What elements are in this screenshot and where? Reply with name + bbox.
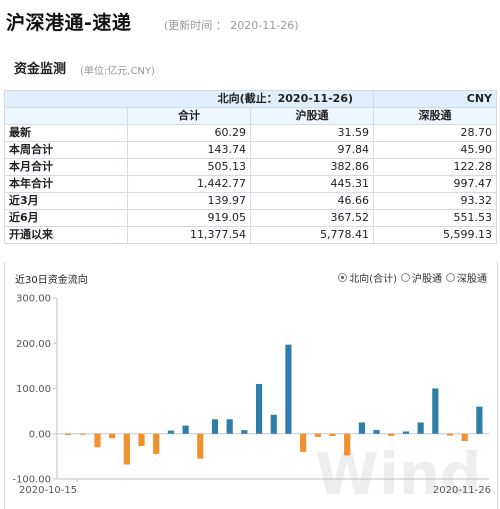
chart-legend: 北向(合计) 沪股通 深股通: [338, 270, 487, 285]
row-label: 本年合计: [4, 175, 128, 193]
table-row: 本周合计 143.74 97.84 45.90: [4, 141, 498, 159]
radio-checked-icon: [338, 273, 348, 282]
cell-sz: 45.90: [373, 141, 498, 159]
cell-sh: 382.86: [249, 158, 375, 176]
row-label: 最新: [4, 124, 128, 142]
table-row: 本月合计 505.13 382.86 122.28: [4, 158, 498, 176]
chart-bar: [358, 422, 365, 434]
table-row: 近6月 919.05 367.52 551.53: [4, 209, 498, 227]
cell-sh: 97.84: [249, 141, 375, 159]
table-currency: CNY: [373, 90, 498, 108]
chart-bar: [402, 431, 410, 434]
table-header-sz: 深股通: [373, 107, 498, 125]
cell-sh: 31.59: [249, 124, 375, 142]
chart-bar: [167, 430, 174, 434]
chart-bar: [373, 430, 380, 434]
section-title: 资金监测: [14, 62, 67, 77]
cell-total: 11,377.54: [127, 226, 251, 244]
table-row: 本年合计 1,442.77 445.31 997.47: [4, 175, 498, 193]
fund-monitor-table: 北向(截止：2020-11-26) CNY 合计 沪股通 深股通 最新 60.2…: [3, 90, 498, 244]
table-header-row: 合计 沪股通 深股通: [4, 107, 498, 125]
cell-sh: 445.31: [249, 175, 375, 193]
chart-bar: [197, 433, 204, 459]
radio-option-sh[interactable]: 沪股通: [401, 270, 442, 285]
cell-total: 919.05: [127, 209, 251, 227]
table-row: 开通以来 11,377.54 5,778.41 5,599.13: [4, 226, 498, 244]
updated-time: (更新时间 ： 2020-11-26): [164, 19, 299, 32]
table-caption: 北向(截止：2020-11-26): [3, 90, 375, 108]
cell-sz: 28.70: [373, 124, 498, 142]
cell-sz: 122.28: [373, 158, 498, 176]
radio-unchecked-icon: [401, 273, 410, 282]
x-tick-label: 2020-11-26: [433, 485, 491, 496]
chart-bar: [153, 433, 160, 455]
y-tick-label: 300.00: [16, 294, 51, 305]
cell-total: 143.74: [127, 141, 251, 159]
page-header: 沪深港通-速递 (更新时间 ： 2020-11-26): [4, 8, 496, 38]
fund-flow-chart: 近30日资金流向 北向(合计) 沪股通 深股通 Wind 300.00 200.00…: [4, 262, 498, 509]
row-label: 本月合计: [4, 158, 128, 176]
chart-bar: [94, 433, 101, 448]
chart-bar: [182, 425, 189, 434]
y-tick-label: -100.00: [12, 475, 51, 486]
cell-total: 1,442.77: [127, 175, 251, 193]
chart-bar: [314, 433, 321, 437]
table-caption-row: 北向(截止：2020-11-26) CNY: [3, 90, 498, 108]
row-label: 本周合计: [4, 141, 128, 159]
chart-bar: [109, 433, 116, 439]
chart-bar: [211, 419, 219, 434]
cell-total: 505.13: [127, 158, 251, 176]
chart-bar: [123, 433, 130, 465]
table-header-blank: [4, 107, 128, 125]
radio-option-sz[interactable]: 深股通: [446, 270, 487, 285]
cell-total: 60.29: [127, 124, 251, 142]
table-header-total: 合计: [127, 107, 251, 125]
chart-bar: [446, 433, 454, 436]
chart-bar: [461, 433, 468, 441]
cell-sz: 93.32: [373, 192, 498, 210]
chart-bar: [329, 433, 336, 437]
chart-bar: [79, 433, 86, 435]
chart-bar: [255, 383, 263, 434]
cell-sz: 551.53: [373, 209, 498, 227]
table-row: 近3月 139.97 46.66 93.32: [4, 192, 498, 210]
chart-bar: [388, 433, 395, 437]
chart-bar: [476, 406, 483, 434]
cell-total: 139.97: [127, 192, 251, 210]
row-label: 近6月: [4, 209, 128, 227]
cell-sh: 5,778.41: [249, 226, 375, 244]
chart-bar: [417, 422, 424, 434]
cell-sh: 367.52: [249, 209, 375, 227]
chart-bar: [138, 433, 145, 446]
y-tick-label: 100.00: [16, 384, 51, 395]
radio-label: 沪股通: [412, 274, 442, 285]
chart-title: 近30日资金流向: [15, 275, 88, 286]
page-title: 沪深港通-速递: [6, 12, 132, 34]
chart-bar: [432, 388, 439, 434]
chart-bar: [65, 433, 72, 436]
cell-sz: 5,599.13: [373, 226, 498, 244]
chart-bar: [270, 414, 277, 434]
chart-bar: [344, 433, 351, 456]
table-row: 最新 60.29 31.59 28.70: [4, 124, 498, 142]
cell-sh: 46.66: [249, 192, 375, 210]
chart-bar: [241, 430, 248, 434]
radio-unchecked-icon: [446, 273, 455, 282]
chart-bar: [226, 419, 233, 434]
row-label: 开通以来: [4, 226, 128, 244]
radio-label: 深股通: [457, 274, 487, 285]
table-header-sh: 沪股通: [249, 107, 375, 125]
watermark-logo: Wind: [315, 440, 482, 508]
radio-option-total[interactable]: 北向(合计): [338, 270, 397, 285]
chart-bar: [300, 433, 307, 452]
chart-bar: [285, 344, 292, 434]
cell-sz: 997.47: [373, 175, 498, 193]
y-tick-label: 200.00: [16, 339, 51, 350]
x-tick-label: 2020-10-15: [19, 485, 77, 496]
radio-label: 北向(合计): [349, 274, 397, 285]
chart-canvas: Wind 300.00 200.00 100.00 0.00 -100.002020-10…: [12, 294, 491, 509]
row-label: 近3月: [4, 192, 128, 210]
y-tick-label: 0.00: [29, 429, 51, 440]
section-unit: (单位:亿元,CNY): [80, 66, 155, 77]
